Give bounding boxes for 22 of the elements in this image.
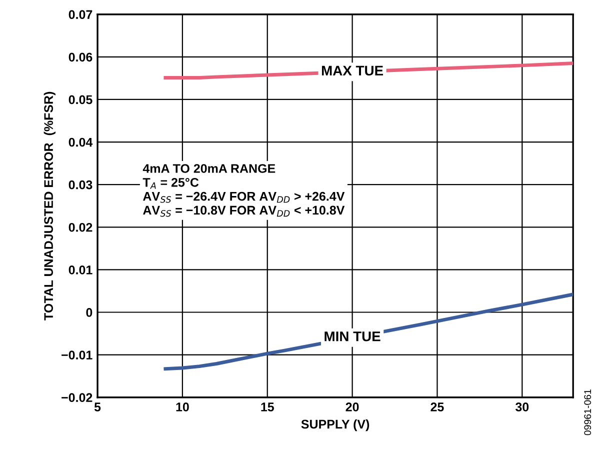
- y-axis-title: TOTAL UNADJUSTED ERROR (%FSR): [44, 92, 56, 320]
- y-tick-label: −0.01: [62, 350, 92, 360]
- y-tick-label: −0.02: [62, 393, 92, 402]
- y-tick-label: 0.07: [68, 10, 92, 20]
- y-tick-label: 0.05: [68, 95, 92, 104]
- y-tick-label: 0.01: [68, 266, 92, 274]
- x-tick-label: 20: [346, 402, 359, 412]
- y-tick-label: 0.04: [68, 138, 93, 147]
- y-tick-label: 0: [86, 308, 92, 317]
- y-tick-label: 0.06: [68, 52, 92, 62]
- y-tick-label: 0.03: [68, 180, 92, 190]
- text: 09961-061: [584, 390, 592, 436]
- series-label: MAX TUE: [322, 66, 384, 76]
- y-tick-label: 0.02: [68, 222, 92, 232]
- series-label: MIN TUE: [324, 332, 380, 342]
- x-tick-label: 15: [261, 402, 274, 412]
- x-tick-label: 5: [94, 402, 101, 412]
- text: 4mA TO 20mA RANGE T$_{A}$ = 25°C AV$_{SS}$ = −26.4V FOR AV$_{DD}$ > +26.4V AV$_{SS}$ = −10.8V FOR AV$_{DD}$ < +10.8V: [142, 164, 345, 217]
- x-axis-title: SUPPLY (V): [301, 419, 370, 432]
- x-tick-label: 10: [176, 402, 189, 412]
- x-tick-label: 30: [515, 402, 529, 412]
- x-tick-label: 25: [430, 402, 444, 412]
